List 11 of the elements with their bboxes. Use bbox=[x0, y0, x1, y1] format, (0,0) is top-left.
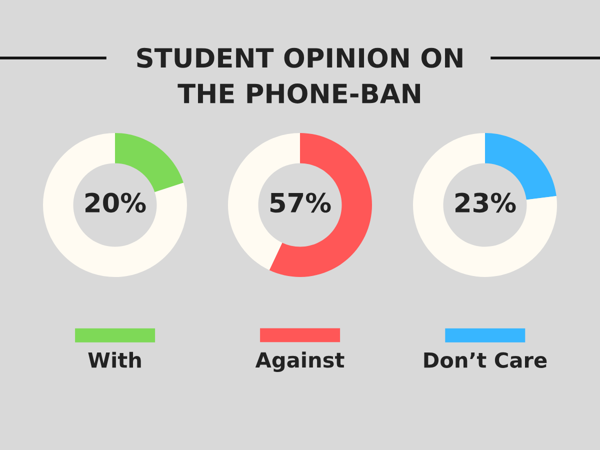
donut-slice bbox=[413, 133, 557, 277]
data-label: 23% bbox=[456, 192, 516, 213]
data-label: 57% bbox=[270, 192, 331, 213]
text: STUDENT OPINION ON THE PHONE-BAN bbox=[137, 48, 462, 104]
donut-slice bbox=[43, 133, 187, 277]
data-label: 20% bbox=[86, 192, 146, 213]
legend-label: Against bbox=[255, 352, 344, 372]
legend-label: Don’t Care bbox=[424, 352, 547, 368]
legend-label: With bbox=[88, 352, 141, 368]
donut-slice bbox=[269, 133, 372, 277]
donut-slice bbox=[115, 133, 184, 192]
